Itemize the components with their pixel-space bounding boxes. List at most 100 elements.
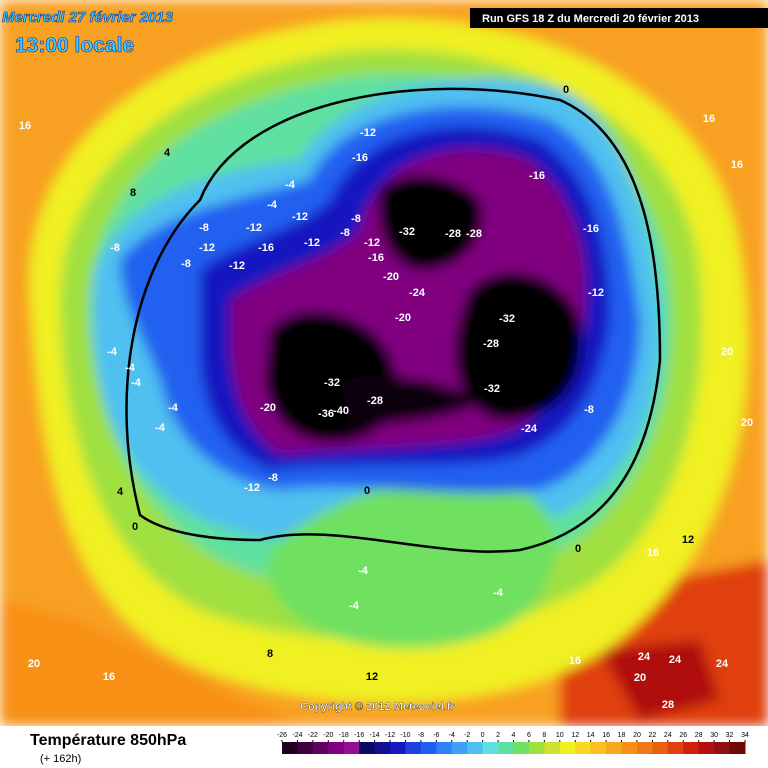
contour-label: 16 (19, 120, 31, 132)
colorbar-swatch (328, 742, 345, 754)
colorbar-tick-label: 8 (542, 732, 546, 739)
colorbar-tick-label: 26 (679, 732, 687, 739)
colorbar-swatch (405, 742, 422, 754)
colorbar-tick-label: -4 (449, 732, 455, 739)
contour-label: -12 (364, 237, 380, 249)
colorbar-tick-label: 22 (649, 732, 657, 739)
contour-label: -28 (466, 228, 482, 240)
contour-label: -24 (521, 423, 538, 435)
contour-label: -32 (399, 226, 415, 238)
colorbar-swatch (544, 742, 561, 754)
contour-label: -4 (168, 402, 179, 414)
contour-label: 24 (669, 654, 682, 666)
colorbar-tick-label: 10 (556, 732, 564, 739)
time: 13:00 locale (15, 34, 134, 57)
contour-label: -4 (493, 587, 504, 599)
contour-label: 4 (164, 147, 171, 159)
contour-label: -4 (107, 346, 118, 358)
contour-label: -8 (110, 242, 120, 254)
colorbar-tick-label: -12 (385, 732, 395, 739)
contour-label: -12 (304, 237, 320, 249)
date: Mercredi 27 février 2013 (2, 9, 174, 26)
contour-label: -8 (199, 222, 209, 234)
contour-label: -4 (155, 422, 166, 434)
colorbar-swatch (606, 742, 623, 754)
colorbar-swatch (282, 742, 298, 754)
run-box (470, 8, 768, 28)
contour-label: -8 (340, 227, 350, 239)
contour-label: -8 (181, 258, 191, 270)
contour-label: 0 (575, 543, 581, 555)
colorbar-swatch (343, 742, 360, 754)
contour-label: 28 (662, 699, 674, 711)
contour-label: 24 (716, 658, 729, 670)
contour-label: -4 (131, 377, 142, 389)
contour-label: 16 (569, 655, 581, 667)
colorbar-tick-label: -26 (277, 732, 287, 739)
contour-label: -4 (125, 362, 136, 374)
colorbar-tick-label: 20 (633, 732, 641, 739)
colorbar-swatch (698, 742, 715, 754)
colorbar-swatch (436, 742, 453, 754)
colorbar-tick-label: 0 (481, 732, 485, 739)
contour-label: -20 (260, 402, 276, 414)
footer-title: Température 850hPa (30, 732, 186, 749)
colorbar-swatch (559, 742, 576, 754)
colorbar-swatch (513, 742, 530, 754)
contour-label: 0 (563, 84, 569, 96)
contour-label: -12 (229, 260, 245, 272)
colorbar-swatch (636, 742, 653, 754)
colorbar-swatch (652, 742, 669, 754)
run-info: Run GFS 18 Z du Mercredi 20 février 2013 (482, 13, 699, 25)
contour-label: -32 (499, 313, 515, 325)
colorbar-tick-label: 34 (741, 732, 749, 739)
zero-isotherm (125, 87, 662, 553)
contour-label: 16 (731, 159, 743, 171)
colorbar-swatch (667, 742, 684, 754)
colorbar-tick-label: -16 (354, 732, 364, 739)
contour-label: -32 (484, 383, 500, 395)
colorbar-swatch (575, 742, 592, 754)
colorbar-tick-label: 12 (571, 732, 579, 739)
colorbar-tick-label: -20 (323, 732, 333, 739)
contour-label: -16 (352, 152, 368, 164)
colorbar-tick-label: -2 (464, 732, 470, 739)
contour-label: -16 (368, 252, 384, 264)
contour-label: -40 (333, 405, 349, 417)
colorbar-tick-label: -6 (433, 732, 439, 739)
contour-label: -12 (292, 211, 308, 223)
colorbar-tick-label: -22 (308, 732, 318, 739)
colorbar-tick-label: 32 (726, 732, 734, 739)
colorbar-swatch (297, 742, 314, 754)
contour-label: -12 (246, 222, 262, 234)
colorbar-tick-label: -8 (418, 732, 424, 739)
contour-label: -20 (395, 312, 411, 324)
colorbar-tick-label: 4 (512, 732, 516, 739)
colorbar-swatch (482, 742, 499, 754)
footer-lead: (+ 162h) (40, 753, 81, 765)
colorbar-tick-label: 2 (496, 732, 500, 739)
contour-label: -36 (318, 408, 334, 420)
contour-labels: -12-16-16-4-4-8 -12-12 -8-12 -16 -12-8-12-16… (19, 84, 753, 711)
colorbar-swatch (528, 742, 545, 754)
contour-label: -8 (268, 472, 278, 484)
contour-label: 0 (364, 485, 370, 497)
colorbar-swatch (621, 742, 638, 754)
contour-label: 16 (647, 547, 659, 559)
contour-label: -24 (409, 287, 426, 299)
copyright: Copyright © 2012 Meteociel.fr (300, 701, 456, 713)
contour-label: -32 (324, 377, 340, 389)
contour-label: -8 (584, 404, 594, 416)
contour-label: 24 (638, 651, 651, 663)
colorbar-swatch (374, 742, 391, 754)
colorbar-swatch (420, 742, 437, 754)
contour-label: 20 (28, 658, 40, 670)
colorbar-tick-label: -24 (292, 732, 302, 739)
contour-label: -16 (529, 170, 545, 182)
colorbar-swatch (312, 742, 329, 754)
contour-label: -4 (358, 565, 369, 577)
colorbar-swatch (729, 742, 746, 754)
header: Mercredi 27 février 2013 13:00 locale Ru… (2, 8, 768, 57)
colorbar-swatch (714, 742, 731, 754)
